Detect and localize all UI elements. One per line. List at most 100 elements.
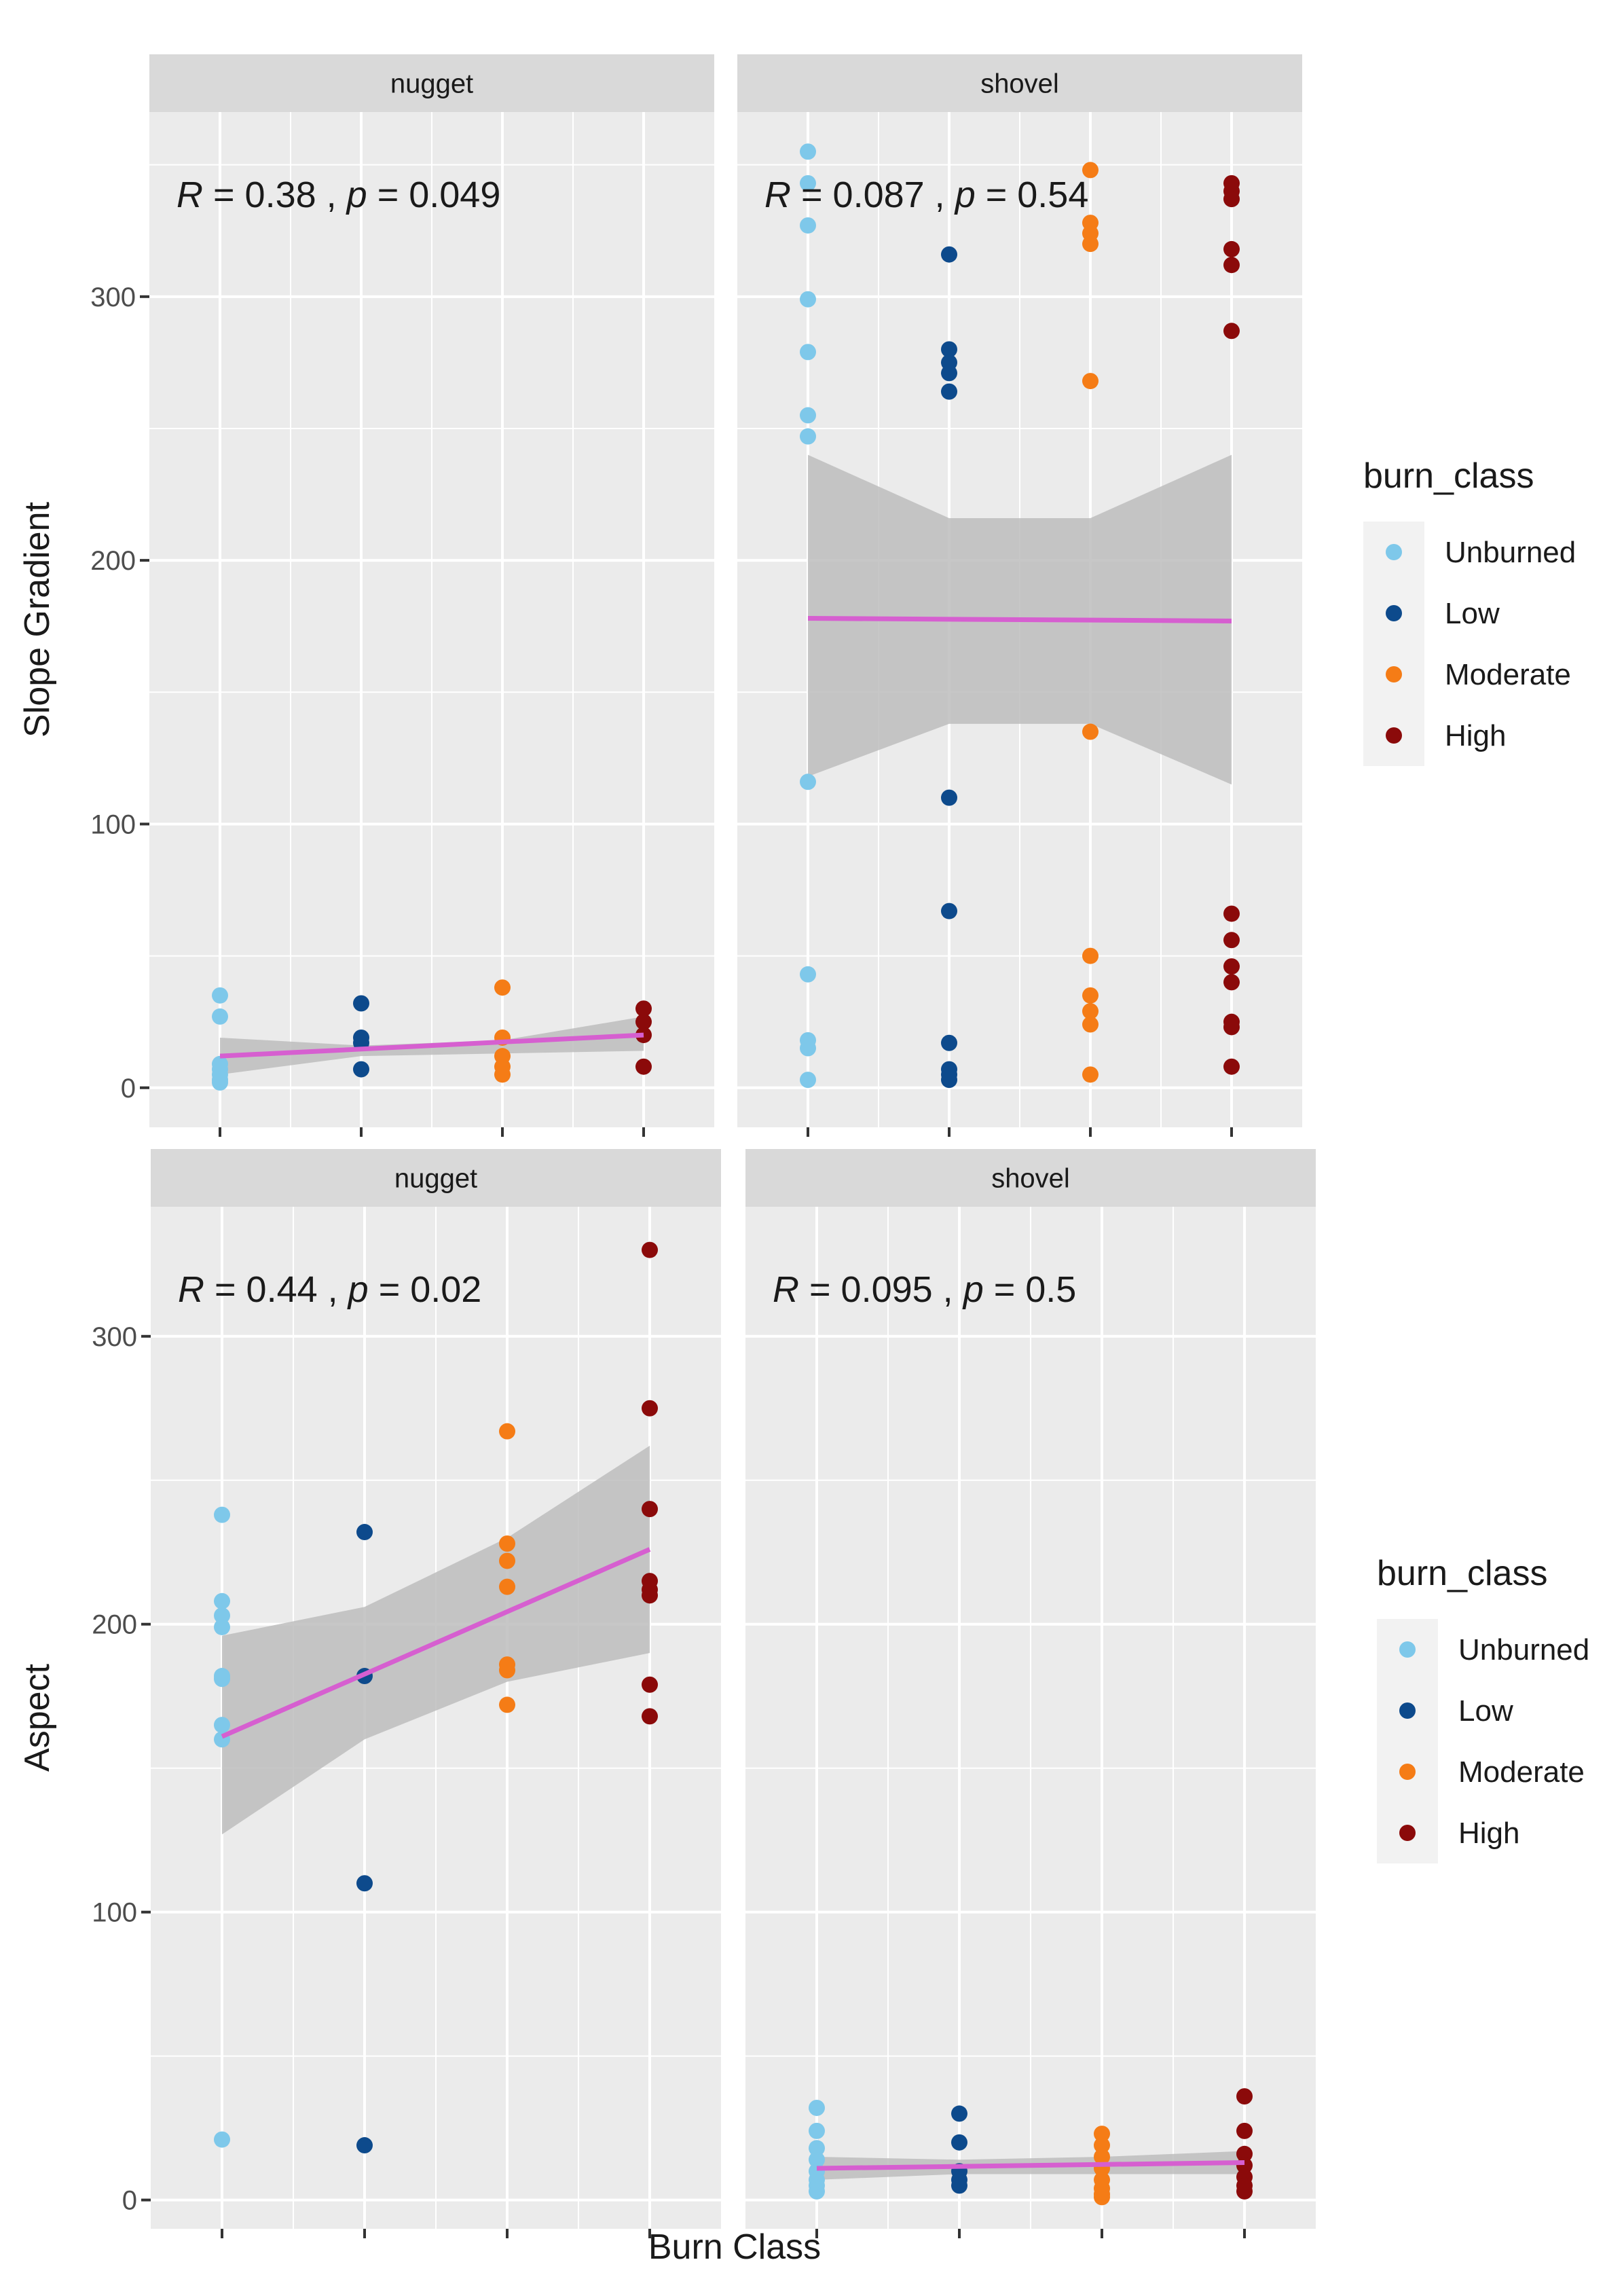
data-point-low [941,383,957,400]
data-point-unburned [214,1618,230,1635]
data-point-low [353,995,369,1012]
facet-strip [745,1149,1316,1207]
plot-row-slope-gradient: nugget R = 0.38 , p = 0.049 shovel R = 0.08… [18,54,1576,1137]
data-point-high [635,1013,652,1030]
data-point-moderate [494,979,511,996]
data-point-moderate [499,1552,515,1569]
data-point-unburned [800,175,816,192]
data-point-unburned [809,2122,825,2139]
y-axis-title: Slope Gradient [18,502,57,737]
data-point-high [1236,2183,1253,2200]
data-point-high [1236,2122,1253,2139]
legend-title: burn_class [1377,1554,1547,1593]
legend-key-unburned [1386,544,1402,560]
legend-key-unburned [1399,1641,1416,1658]
facet-strip-label: shovel [991,1164,1070,1194]
y-tick-label: 200 [92,1610,137,1640]
data-point-unburned [800,773,816,790]
legend-key-high [1399,1825,1416,1841]
data-point-moderate [499,1535,515,1552]
data-point-moderate [1082,1016,1099,1033]
data-point-high [1223,323,1240,340]
data-point-high [642,1400,658,1417]
data-point-moderate [499,1578,515,1595]
legend-label-low: Low [1458,1694,1513,1728]
y-axis-title: Aspect [18,1663,57,1772]
plot-row-aspect: nugget R = 0.44 , p = 0.02 shovel R = 0.095… [18,1149,1589,2238]
data-point-moderate [494,1066,511,1083]
data-point-high [1236,2088,1253,2105]
data-point-low [951,2105,967,2122]
data-point-high [1223,932,1240,949]
legend-key-low [1399,1702,1416,1719]
data-point-unburned [800,428,816,445]
data-point-moderate [1082,723,1099,740]
data-point-high [1223,1058,1240,1075]
data-point-low [941,903,957,919]
legend-label-unburned: Unburned [1445,536,1576,569]
data-point-unburned [212,1008,228,1025]
facet-strip [737,54,1302,112]
data-point-moderate [1082,1003,1099,1020]
data-point-unburned [800,344,816,361]
y-tick-label: 0 [122,2186,137,2216]
data-point-high [1236,2145,1253,2162]
data-point-unburned [809,2140,825,2157]
data-point-moderate [1082,1066,1099,1083]
legend-label-moderate: Moderate [1458,1755,1585,1789]
legend-label-unburned: Unburned [1458,1633,1589,1666]
data-point-unburned [214,1506,230,1523]
data-point-unburned [809,2151,825,2168]
data-point-high [642,1241,658,1258]
data-point-unburned [214,1717,230,1734]
data-point-unburned [800,291,816,308]
data-point-unburned [214,1607,230,1624]
data-point-low [941,341,957,358]
legend-key-low [1386,605,1402,621]
data-point-high [1223,905,1240,922]
legend-label-low: Low [1445,597,1500,630]
data-point-low [941,365,957,382]
data-point-unburned [800,966,816,983]
facet-panel-nugget: nugget R = 0.44 , p = 0.02 [151,1149,721,2238]
facet-strip-label: shovel [980,69,1059,99]
data-point-low [353,1061,369,1078]
data-point-unburned [800,407,816,424]
data-point-moderate [1094,2189,1110,2206]
legend-label-high: High [1445,719,1507,752]
data-point-unburned [800,1072,816,1089]
legend-label-moderate: Moderate [1445,658,1571,691]
data-point-moderate [1094,2126,1110,2143]
confidence-ribbon [222,1445,650,1835]
correlation-annotation: R = 0.44 , p = 0.02 [178,1269,481,1310]
data-point-low [356,1524,373,1541]
regression-line [219,1032,644,1059]
facet-panel-shovel: shovel R = 0.095 , p = 0.5 [745,1149,1316,2238]
correlation-annotation: R = 0.095 , p = 0.5 [773,1269,1076,1310]
y-tick-label: 300 [90,283,136,312]
data-point-high [1223,191,1240,208]
legend-key-high [1386,727,1402,744]
plot-rows: nugget R = 0.38 , p = 0.049 shovel R = 0.08… [18,54,1589,2238]
data-point-low [941,1072,957,1089]
legend-key-background [1377,1619,1438,1863]
data-point-low [941,1034,957,1051]
data-point-low [356,2137,373,2154]
data-point-high [1223,1019,1240,1036]
data-point-high [642,1708,658,1725]
data-point-moderate [1094,2137,1110,2154]
data-point-moderate [499,1662,515,1679]
regression-line [816,2160,1245,2171]
data-point-high [1223,257,1240,274]
regression-line [807,616,1232,623]
correlation-annotation: R = 0.087 , p = 0.54 [764,175,1088,215]
legend-key-background [1363,522,1424,766]
data-point-high [1223,958,1240,975]
y-tick-label: 200 [90,546,136,576]
data-point-unburned [214,2131,230,2148]
correlation-annotation: R = 0.38 , p = 0.049 [177,175,500,215]
y-tick-label: 300 [92,1322,137,1352]
facet-strip [149,54,714,112]
data-point-moderate [499,1696,515,1713]
